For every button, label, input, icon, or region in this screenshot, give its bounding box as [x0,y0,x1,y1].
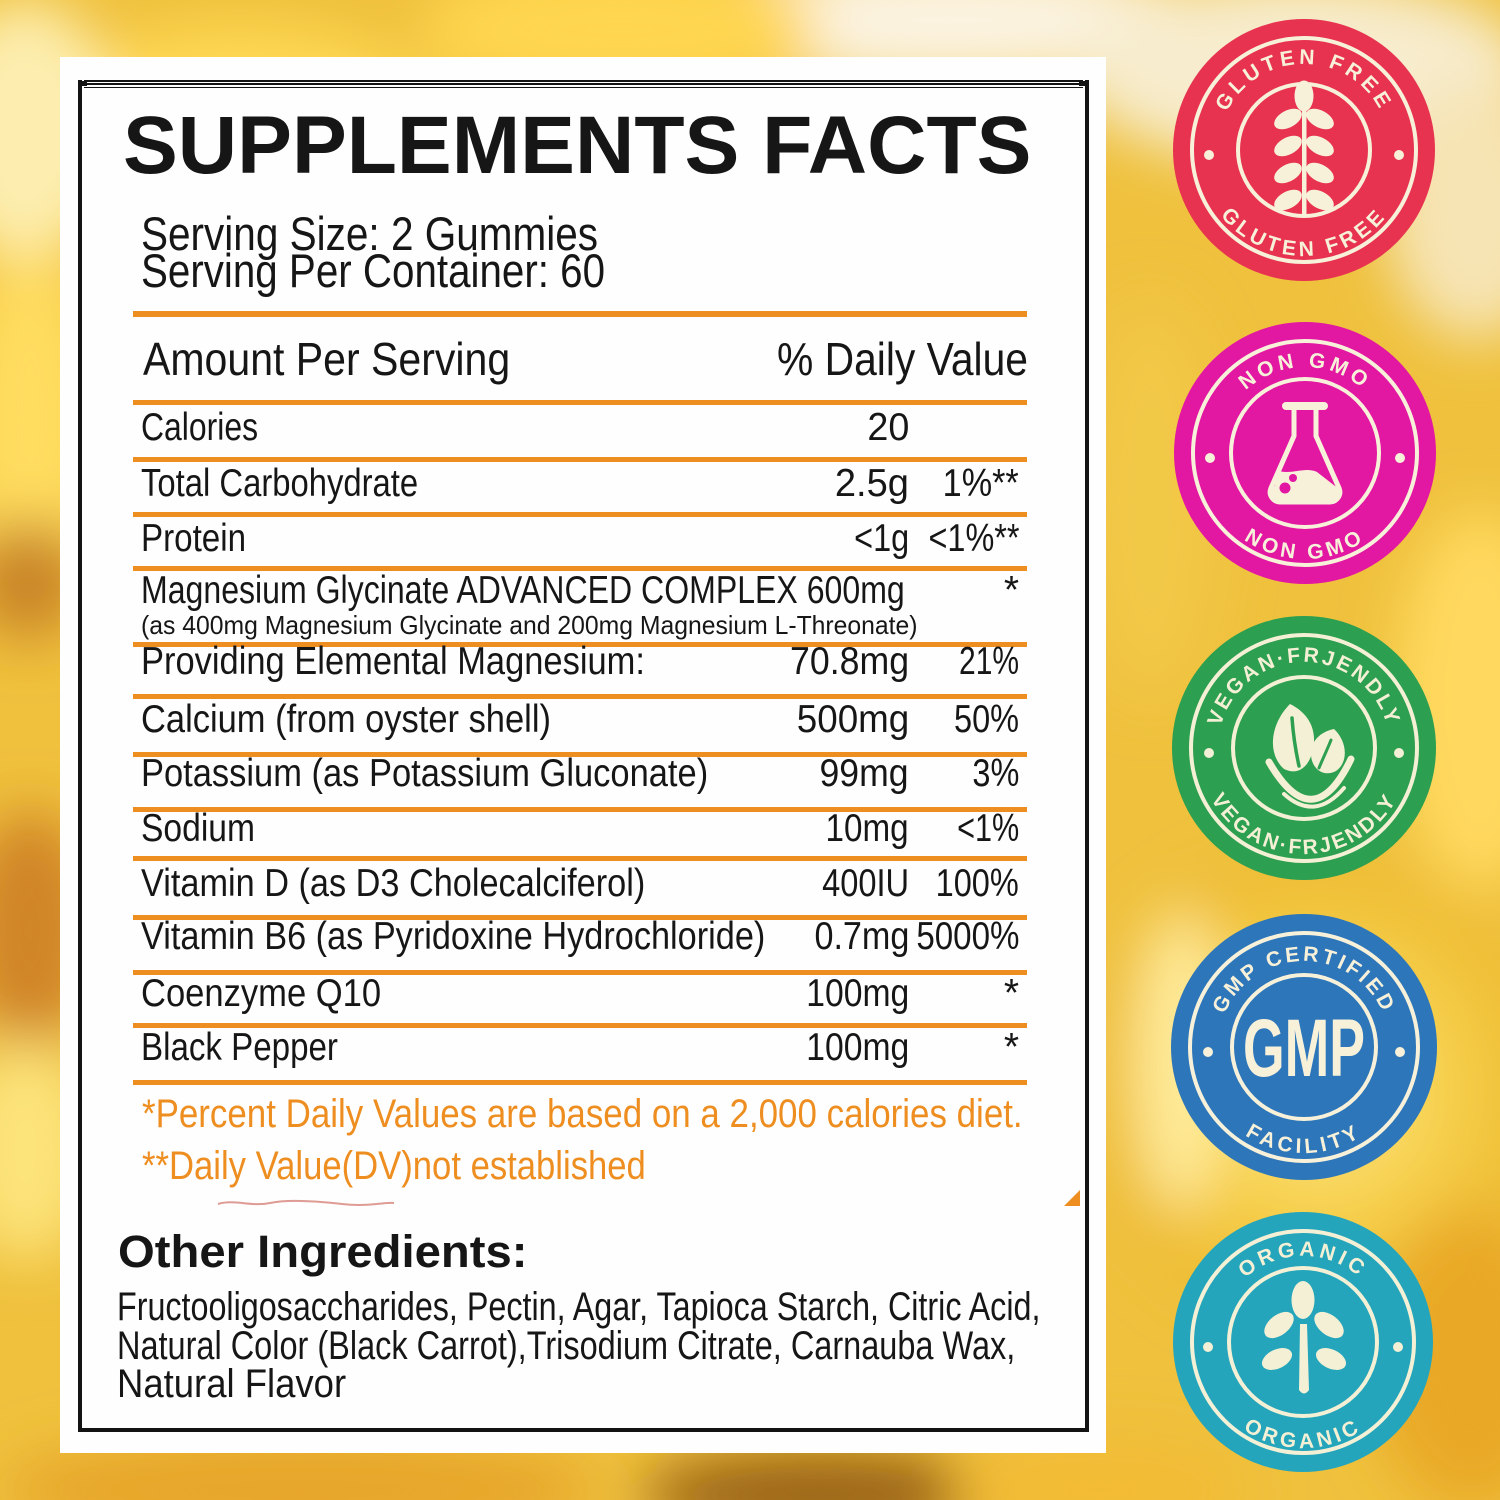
svg-text:GMP: GMP [1243,1003,1365,1094]
